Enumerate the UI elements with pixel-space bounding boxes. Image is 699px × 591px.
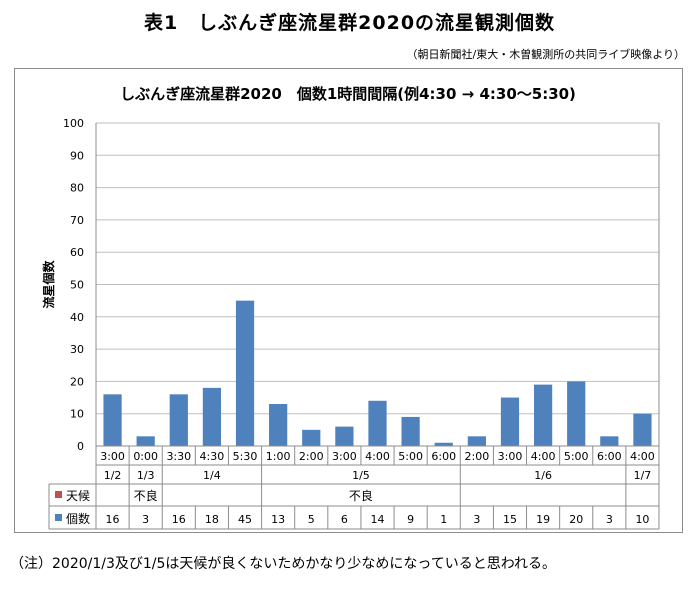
time-label: 5:00 <box>564 450 589 463</box>
time-label: 5:00 <box>398 450 423 463</box>
time-label: 1:00 <box>266 450 291 463</box>
y-tick-label: 50 <box>70 279 84 292</box>
chart-frame: しぶんぎ座流星群2020 個数1時間間隔(例4:30 → 4:30〜5:30) … <box>14 68 683 533</box>
time-label: 5:30 <box>233 450 258 463</box>
time-label: 6:00 <box>431 450 456 463</box>
time-label: 3:30 <box>166 450 191 463</box>
bar <box>103 394 122 446</box>
y-tick-label: 20 <box>70 375 84 388</box>
bar <box>235 300 255 446</box>
count-value: 15 <box>503 513 517 526</box>
count-value: 18 <box>205 513 219 526</box>
y-tick-label: 70 <box>70 214 84 227</box>
count-value: 14 <box>371 513 385 526</box>
bar <box>533 384 553 446</box>
time-label: 2:00 <box>299 450 324 463</box>
bar <box>335 426 354 446</box>
chart-title: しぶんぎ座流星群2020 個数1時間間隔(例4:30 → 4:30〜5:30) <box>120 85 576 103</box>
date-label: 1/3 <box>137 469 155 482</box>
time-label: 3:00 <box>498 450 523 463</box>
weather-label: 不良 <box>349 488 373 503</box>
page-title: 表1 しぶんぎ座流星群2020の流星観測個数 <box>143 12 556 34</box>
bar-chart: しぶんぎ座流星群2020 個数1時間間隔(例4:30 → 4:30〜5:30) … <box>41 85 660 530</box>
count-legend-swatch <box>55 514 62 521</box>
count-value: 5 <box>308 513 315 526</box>
time-label: 6:00 <box>597 450 622 463</box>
time-label: 2:00 <box>465 450 490 463</box>
count-value: 3 <box>473 513 480 526</box>
weather-legend-label: 天候 <box>66 489 90 503</box>
count-value: 19 <box>536 513 550 526</box>
y-tick-label: 10 <box>70 408 84 421</box>
count-legend-label: 個数 <box>66 511 90 526</box>
y-tick-label: 0 <box>77 440 84 453</box>
y-tick-label: 60 <box>70 246 84 259</box>
count-value: 6 <box>341 513 348 526</box>
data-table: 3:00160:0033:30164:30185:30451:00132:005… <box>48 123 660 530</box>
date-label: 1/5 <box>352 469 370 482</box>
source-note: （朝日新聞社/東大・木曽観測所の共同ライブ映像より） <box>406 48 685 61</box>
count-value: 13 <box>271 513 285 526</box>
y-tick-label: 40 <box>70 311 84 324</box>
count-value: 10 <box>635 513 649 526</box>
y-tick-label: 100 <box>63 117 84 130</box>
weather-legend-swatch <box>55 491 62 498</box>
time-label: 4:00 <box>531 450 556 463</box>
y-axis-label: 流星個数 <box>41 260 56 309</box>
count-value: 45 <box>238 513 252 526</box>
bar <box>368 400 387 446</box>
time-label: 4:00 <box>630 450 655 463</box>
bar <box>202 387 222 446</box>
count-value: 9 <box>407 513 414 526</box>
date-label: 1/4 <box>203 469 221 482</box>
weather-label: 不良 <box>134 488 158 503</box>
time-label: 3:00 <box>100 450 125 463</box>
bar <box>401 416 420 446</box>
time-label: 4:30 <box>200 450 225 463</box>
bar <box>467 436 486 446</box>
count-value: 3 <box>142 513 149 526</box>
date-label: 1/7 <box>634 469 652 482</box>
count-value: 20 <box>569 513 583 526</box>
bar <box>302 429 321 446</box>
footnote: （注）2020/1/3及び1/5は天候が良くないためかなり少なめになっていると思… <box>10 556 557 572</box>
count-value: 3 <box>606 513 613 526</box>
time-label: 0:00 <box>133 450 158 463</box>
bars <box>103 300 652 446</box>
y-tick-label: 30 <box>70 343 84 356</box>
count-value: 16 <box>106 513 120 526</box>
bar <box>136 436 155 446</box>
y-tick-labels: 0 10 20 30 40 50 60 70 80 90 100 <box>63 117 84 453</box>
time-label: 4:00 <box>365 450 390 463</box>
bar <box>600 436 619 446</box>
count-value: 1 <box>440 513 447 526</box>
bar <box>500 397 520 446</box>
y-tick-label: 80 <box>70 182 84 195</box>
bar <box>567 381 586 446</box>
count-value: 16 <box>172 513 186 526</box>
bar <box>633 413 652 446</box>
time-label: 3:00 <box>332 450 357 463</box>
date-label: 1/6 <box>534 469 552 482</box>
bar <box>169 394 188 446</box>
date-label: 1/2 <box>104 469 122 482</box>
y-tick-label: 90 <box>70 149 84 162</box>
bar <box>434 442 453 446</box>
bar <box>269 404 288 446</box>
